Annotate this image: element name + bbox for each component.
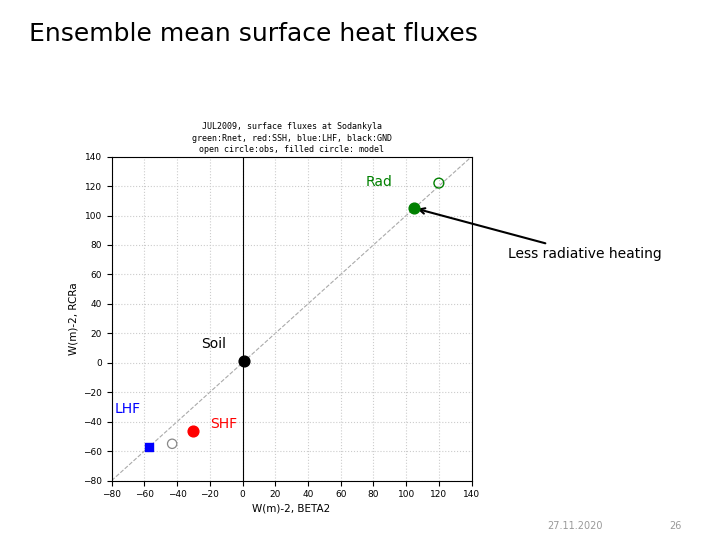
Point (238, 357, 250, 366)
Text: Rad: Rad (365, 175, 392, 189)
Point (433, 179, 445, 187)
Point (143, 442, 155, 451)
Text: Less radiative heating: Less radiative heating (419, 208, 662, 261)
Point (166, 440, 178, 448)
Text: SHF: SHF (210, 416, 237, 430)
X-axis label: W(m)-2, BETA2: W(m)-2, BETA2 (253, 503, 330, 514)
Text: 27.11.2020: 27.11.2020 (547, 521, 603, 531)
Point (408, 204, 420, 212)
Text: 26: 26 (670, 521, 682, 531)
Point (188, 426, 199, 435)
Text: LHF: LHF (115, 402, 141, 416)
Y-axis label: W(m)-2, RCRa: W(m)-2, RCRa (68, 282, 78, 355)
Text: Ensemble mean surface heat fluxes: Ensemble mean surface heat fluxes (29, 22, 477, 45)
Text: Soil: Soil (202, 337, 227, 351)
Title: JUL2009, surface fluxes at Sodankyla
green:Rnet, red:SSH, blue:LHF, black:GND
op: JUL2009, surface fluxes at Sodankyla gre… (192, 122, 392, 154)
